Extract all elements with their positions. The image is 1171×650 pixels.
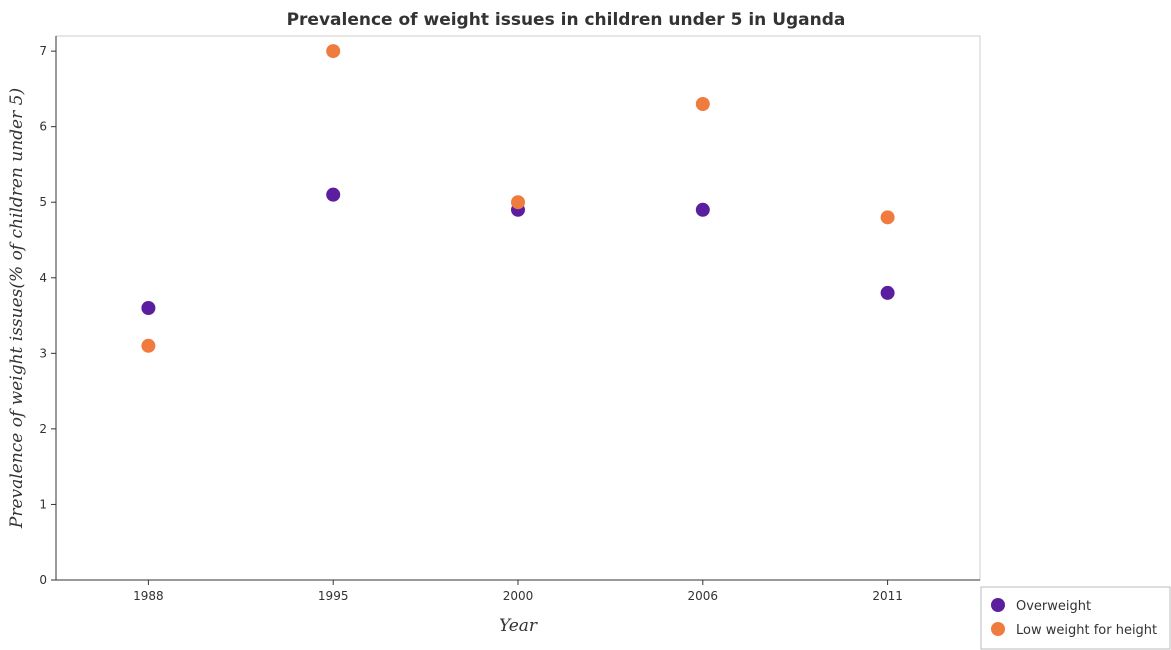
point-overweight-2011 (880, 285, 895, 300)
point-low-weight-for-height-2011 (880, 210, 895, 225)
point-low-weight-for-height-2000 (511, 195, 525, 210)
y-tick-label: 2 (39, 422, 47, 436)
point-low-weight-for-height-2006 (695, 97, 710, 111)
y-tick-label: 3 (39, 346, 47, 360)
x-tick-label: 2000 (503, 589, 534, 603)
y-tick-label: 5 (39, 195, 47, 209)
point-overweight-1988 (141, 301, 156, 315)
point-low-weight-for-height-1995 (326, 44, 341, 59)
y-tick-label: 0 (39, 573, 47, 587)
y-tick-label: 7 (39, 44, 47, 58)
y-tick-label: 6 (39, 120, 47, 134)
x-tick-label: 1995 (318, 589, 349, 603)
chart-title: Prevalence of weight issues in children … (287, 10, 846, 30)
point-overweight-2006 (695, 202, 710, 217)
y-tick-label: 1 (39, 497, 47, 511)
y-axis-label: Prevalence of weight issues(% of childre… (7, 88, 27, 529)
point-low-weight-for-height-1988 (141, 338, 156, 353)
data-points (141, 44, 895, 353)
x-axis: 1988 1995 2000 2006 2011 (56, 579, 980, 603)
point-overweight-1995 (326, 187, 341, 202)
x-axis-label: Year (499, 616, 538, 636)
x-tick-label: 2011 (872, 589, 903, 603)
y-tick-label: 4 (39, 271, 47, 285)
legend-label: Low weight for height (1016, 623, 1157, 638)
legend-label: Overweight (1016, 599, 1091, 614)
x-tick-label: 2006 (688, 589, 719, 603)
y-axis: 0 1 2 3 4 5 6 7 (39, 36, 57, 587)
legend: Overweight Low weight for height (980, 586, 1171, 650)
legend-marker-overweight (991, 598, 1005, 612)
legend-marker-low-weight-for-height (991, 622, 1005, 636)
legend-box (980, 586, 1171, 650)
x-tick-label: 1988 (133, 589, 164, 603)
